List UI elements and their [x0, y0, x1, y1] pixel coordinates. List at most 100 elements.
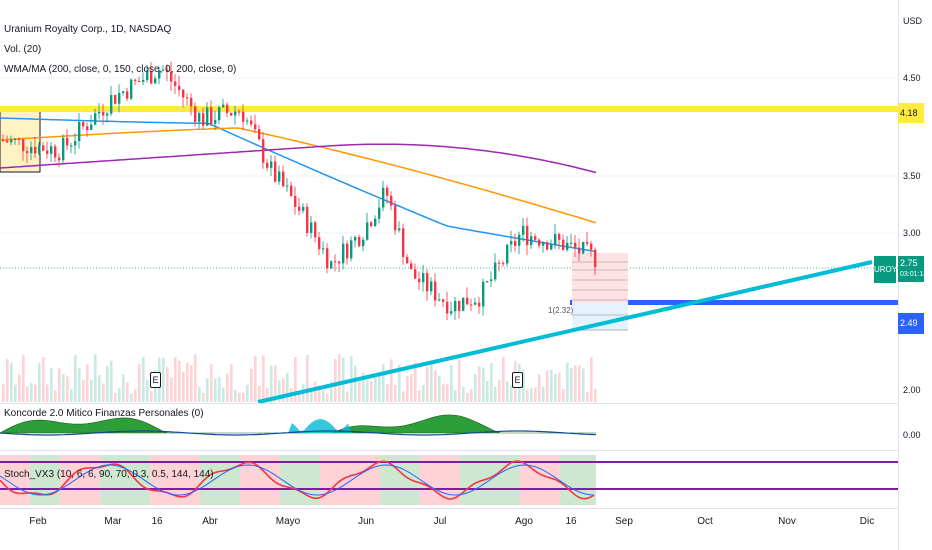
candle-body — [254, 124, 257, 130]
candle-body — [166, 69, 169, 72]
volume-bar — [310, 391, 313, 402]
pane-separator[interactable] — [0, 450, 898, 451]
x-tick-label: Nov — [778, 516, 796, 527]
volume-bar — [254, 356, 257, 402]
y-tick-label: 0.00 — [903, 430, 921, 440]
candle-body — [522, 225, 525, 235]
candle-body — [26, 151, 29, 154]
candle-body — [42, 145, 45, 151]
candle-body — [158, 70, 161, 79]
volume-bar — [46, 384, 49, 402]
volume-indicator-label[interactable]: Vol. (20) — [4, 44, 42, 55]
volume-bar — [470, 389, 473, 402]
volume-bar — [586, 391, 589, 402]
volume-bar — [510, 385, 513, 402]
volume-bar — [126, 382, 129, 402]
y-tick-label: 2.00 — [903, 385, 921, 395]
candle-body — [318, 237, 321, 250]
candle-body — [162, 69, 165, 71]
volume-bar — [70, 388, 73, 402]
candle-body — [462, 297, 465, 311]
pane-separator[interactable] — [0, 403, 898, 404]
candle-body — [478, 302, 481, 307]
volume-bar — [394, 385, 397, 402]
candle-body — [438, 299, 441, 301]
volume-bar — [566, 362, 569, 402]
symbol-title[interactable]: Uranium Royalty Corp., 1D, NASDAQ — [4, 24, 172, 35]
candle-body — [422, 273, 425, 283]
candle-body — [294, 196, 297, 207]
candle-body — [290, 185, 293, 197]
volume-bar — [34, 384, 37, 402]
candle-body — [554, 234, 557, 245]
y-tick-label: 3.50 — [903, 171, 921, 181]
volume-bar — [490, 363, 493, 402]
volume-bar — [146, 379, 149, 402]
candle-body — [222, 104, 225, 108]
candle-body — [94, 113, 97, 125]
volume-bar — [58, 368, 61, 402]
candle-body — [86, 126, 89, 130]
volume-bar — [138, 363, 141, 402]
candle-body — [238, 111, 241, 113]
candle-body — [242, 111, 245, 122]
stoch-background-band — [60, 455, 100, 505]
ma150-line — [0, 127, 597, 224]
volume-bar — [82, 379, 85, 402]
volume-bar — [450, 365, 453, 402]
earnings-badge[interactable]: E — [150, 372, 161, 388]
volume-bar — [206, 378, 209, 402]
candle-body — [58, 157, 61, 161]
candle-body — [306, 206, 309, 233]
volume-bar — [522, 370, 525, 402]
candle-body — [538, 239, 541, 246]
volume-bar — [182, 371, 185, 402]
candle-body — [586, 241, 589, 244]
volume-bar — [366, 379, 369, 402]
candle-body — [46, 150, 49, 154]
candle-body — [406, 256, 409, 264]
x-tick-label: Mar — [104, 516, 122, 527]
volume-bar — [282, 378, 285, 402]
risk-box — [572, 253, 628, 303]
x-tick-label: Dic — [859, 516, 875, 527]
volume-bar — [434, 370, 437, 402]
candle-body — [214, 120, 217, 124]
moving-average-indicator-label[interactable]: WMA/MA (200, close, 0, 150, close, 0, 20… — [4, 64, 237, 75]
stochastic-indicator-label[interactable]: Stoch_VX3 (10, 6, 6, 90, 70, 0.3, 0.5, 1… — [4, 469, 214, 480]
candle-body — [402, 228, 405, 257]
candle-body — [390, 195, 393, 206]
volume-bar — [286, 372, 289, 402]
candle-body — [458, 300, 461, 311]
stoch-background-band — [520, 455, 560, 505]
candle-body — [118, 92, 121, 104]
volume-bar — [322, 390, 325, 402]
candle-body — [430, 281, 433, 292]
volume-bar — [114, 393, 117, 402]
volume-bar — [202, 393, 205, 402]
candle-body — [490, 279, 493, 282]
volume-bar — [142, 356, 145, 402]
candle-body — [130, 79, 133, 99]
candle-body — [102, 112, 105, 116]
volume-bar — [98, 375, 101, 402]
candle-body — [178, 85, 181, 90]
candle-body — [346, 243, 349, 259]
candle-body — [246, 120, 249, 122]
candle-body — [262, 139, 265, 163]
volume-bar — [198, 387, 201, 402]
candle-body — [150, 71, 153, 84]
candle-body — [82, 122, 85, 127]
volume-bar — [274, 365, 277, 402]
x-tick-label: Jun — [357, 516, 375, 527]
candle-body — [410, 263, 413, 270]
candle-body — [38, 145, 41, 154]
volume-bar — [590, 357, 593, 402]
volume-bar — [474, 374, 477, 402]
koncorde-indicator-label[interactable]: Koncorde 2.0 Mitico Finanzas Personales … — [4, 408, 204, 419]
volume-bar — [178, 360, 181, 402]
volume-bar — [130, 393, 133, 402]
koncorde-blue-line — [0, 430, 597, 436]
earnings-badge[interactable]: E — [512, 372, 523, 388]
